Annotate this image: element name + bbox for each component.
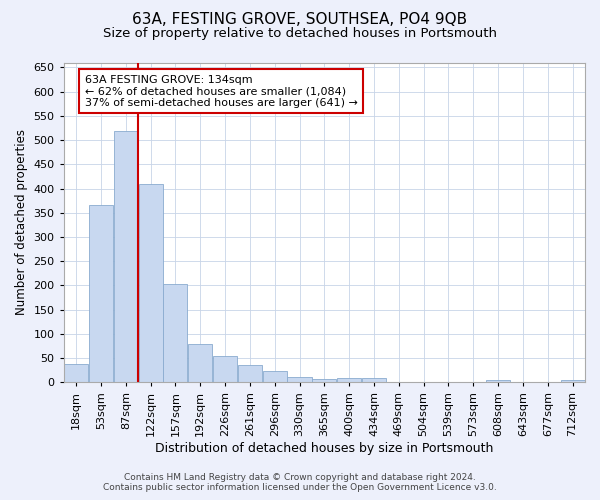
Bar bbox=[89, 206, 113, 382]
Y-axis label: Number of detached properties: Number of detached properties bbox=[15, 130, 28, 316]
Text: Contains HM Land Registry data © Crown copyright and database right 2024.
Contai: Contains HM Land Registry data © Crown c… bbox=[103, 473, 497, 492]
Text: 63A FESTING GROVE: 134sqm
← 62% of detached houses are smaller (1,084)
37% of se: 63A FESTING GROVE: 134sqm ← 62% of detac… bbox=[85, 74, 358, 108]
Bar bbox=[238, 366, 262, 382]
Bar bbox=[213, 356, 237, 382]
Bar bbox=[560, 380, 584, 382]
Bar bbox=[163, 284, 187, 382]
Text: 63A, FESTING GROVE, SOUTHSEA, PO4 9QB: 63A, FESTING GROVE, SOUTHSEA, PO4 9QB bbox=[133, 12, 467, 28]
Text: Size of property relative to detached houses in Portsmouth: Size of property relative to detached ho… bbox=[103, 28, 497, 40]
Bar bbox=[287, 376, 311, 382]
Bar bbox=[64, 364, 88, 382]
Bar bbox=[263, 372, 287, 382]
Bar bbox=[362, 378, 386, 382]
X-axis label: Distribution of detached houses by size in Portsmouth: Distribution of detached houses by size … bbox=[155, 442, 494, 455]
Bar bbox=[114, 131, 138, 382]
Bar bbox=[139, 184, 163, 382]
Bar bbox=[188, 344, 212, 382]
Bar bbox=[313, 378, 337, 382]
Bar bbox=[337, 378, 361, 382]
Bar bbox=[486, 380, 510, 382]
